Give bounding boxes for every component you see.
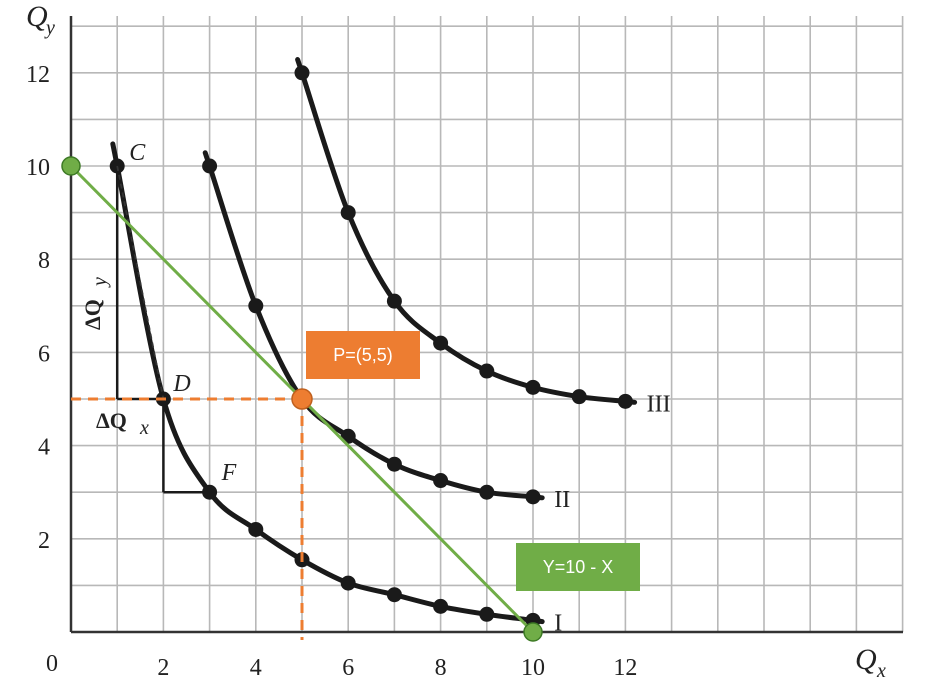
budget-line-label-box: Y=10 - X bbox=[516, 543, 640, 591]
curve-point-iii bbox=[433, 335, 449, 351]
budget-line-endpoint bbox=[61, 156, 81, 176]
x-tick-label: 8 bbox=[435, 655, 447, 681]
highlight-point-label: P=(5,5) bbox=[333, 345, 393, 365]
x-axis-title: Q x bbox=[855, 643, 886, 682]
curve-point-iii bbox=[294, 65, 310, 81]
y-tick-label: 6 bbox=[38, 341, 50, 367]
budget-line-endpoint bbox=[523, 622, 543, 642]
curve-point-ii bbox=[525, 489, 541, 505]
curve-point-ii bbox=[202, 158, 218, 174]
x-axis-title-sub: x bbox=[876, 660, 886, 682]
x-axis-title-main: Q bbox=[855, 643, 877, 676]
curve-point-iii bbox=[617, 393, 633, 409]
highlight-point bbox=[291, 388, 313, 410]
delta-x-label: ΔQ x bbox=[96, 408, 149, 439]
y-axis-title-sub: y bbox=[44, 17, 55, 39]
x-tick-label: 2 bbox=[157, 655, 169, 681]
axes bbox=[69, 16, 903, 634]
highlight-point-label-bg bbox=[306, 331, 420, 379]
curve-point-iii bbox=[525, 379, 541, 395]
curve-point-i bbox=[479, 606, 495, 622]
curve-point-iii bbox=[340, 205, 356, 221]
curve-point-iii bbox=[571, 389, 587, 405]
curve-point-iii bbox=[386, 293, 402, 309]
point-label-f: F bbox=[221, 460, 237, 486]
curve-point-ii bbox=[386, 456, 402, 472]
x-tick-label: 12 bbox=[613, 655, 637, 681]
budget-line-label: Y=10 - X bbox=[543, 557, 614, 577]
chord-line bbox=[116, 165, 165, 400]
curve-point-i bbox=[248, 521, 264, 537]
x-tick-label: 10 bbox=[521, 655, 545, 681]
tick-labels: 2 4 6 8 10 12 2 4 6 8 10 12 bbox=[26, 62, 637, 681]
grid bbox=[71, 16, 904, 632]
curve-point-iii bbox=[479, 363, 495, 379]
x-tick-label: 4 bbox=[250, 655, 262, 681]
origin-label: 0 bbox=[46, 651, 58, 677]
delta-x-sub: x bbox=[139, 417, 149, 439]
y-axis-title-main: Q bbox=[26, 0, 48, 33]
y-tick-label: 8 bbox=[38, 248, 50, 274]
curve-point-i bbox=[386, 587, 402, 603]
point-label-c: C bbox=[129, 140, 146, 166]
curve-point-i bbox=[433, 598, 449, 614]
x-tick-label: 6 bbox=[342, 655, 354, 681]
curve-point-ii bbox=[479, 484, 495, 500]
point-label-d: D bbox=[172, 371, 190, 397]
delta-y-sub: y bbox=[89, 277, 111, 288]
budget-line-label-bg bbox=[516, 543, 640, 591]
curve-point-i bbox=[340, 575, 356, 591]
highlight-point-label-box: P=(5,5) bbox=[306, 331, 420, 379]
curve-point-ii bbox=[433, 473, 449, 489]
y-tick-label: 12 bbox=[26, 62, 50, 88]
delta-y-label: ΔQ y bbox=[80, 277, 111, 330]
y-axis-title: Q y bbox=[26, 0, 55, 39]
y-tick-label: 10 bbox=[26, 155, 50, 181]
curve-point-ii bbox=[248, 298, 264, 314]
y-tick-label: 4 bbox=[38, 435, 50, 461]
delta-x-main: ΔQ bbox=[96, 408, 127, 433]
curve-label-iii: III bbox=[647, 391, 671, 417]
delta-y-main: ΔQ bbox=[80, 299, 105, 330]
curve-label-i: I bbox=[554, 611, 562, 637]
y-tick-label: 2 bbox=[38, 528, 50, 554]
curve-label-ii: II bbox=[554, 487, 570, 513]
